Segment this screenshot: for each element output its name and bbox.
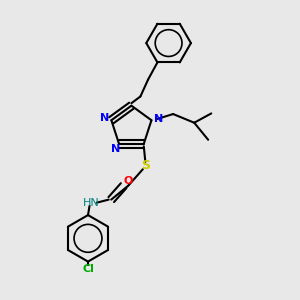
Text: N: N (111, 144, 120, 154)
Text: Cl: Cl (82, 264, 94, 274)
Text: S: S (141, 159, 150, 172)
Text: O: O (124, 176, 133, 186)
Text: N: N (100, 113, 109, 123)
Text: N: N (154, 114, 163, 124)
Text: HN: HN (83, 198, 100, 208)
